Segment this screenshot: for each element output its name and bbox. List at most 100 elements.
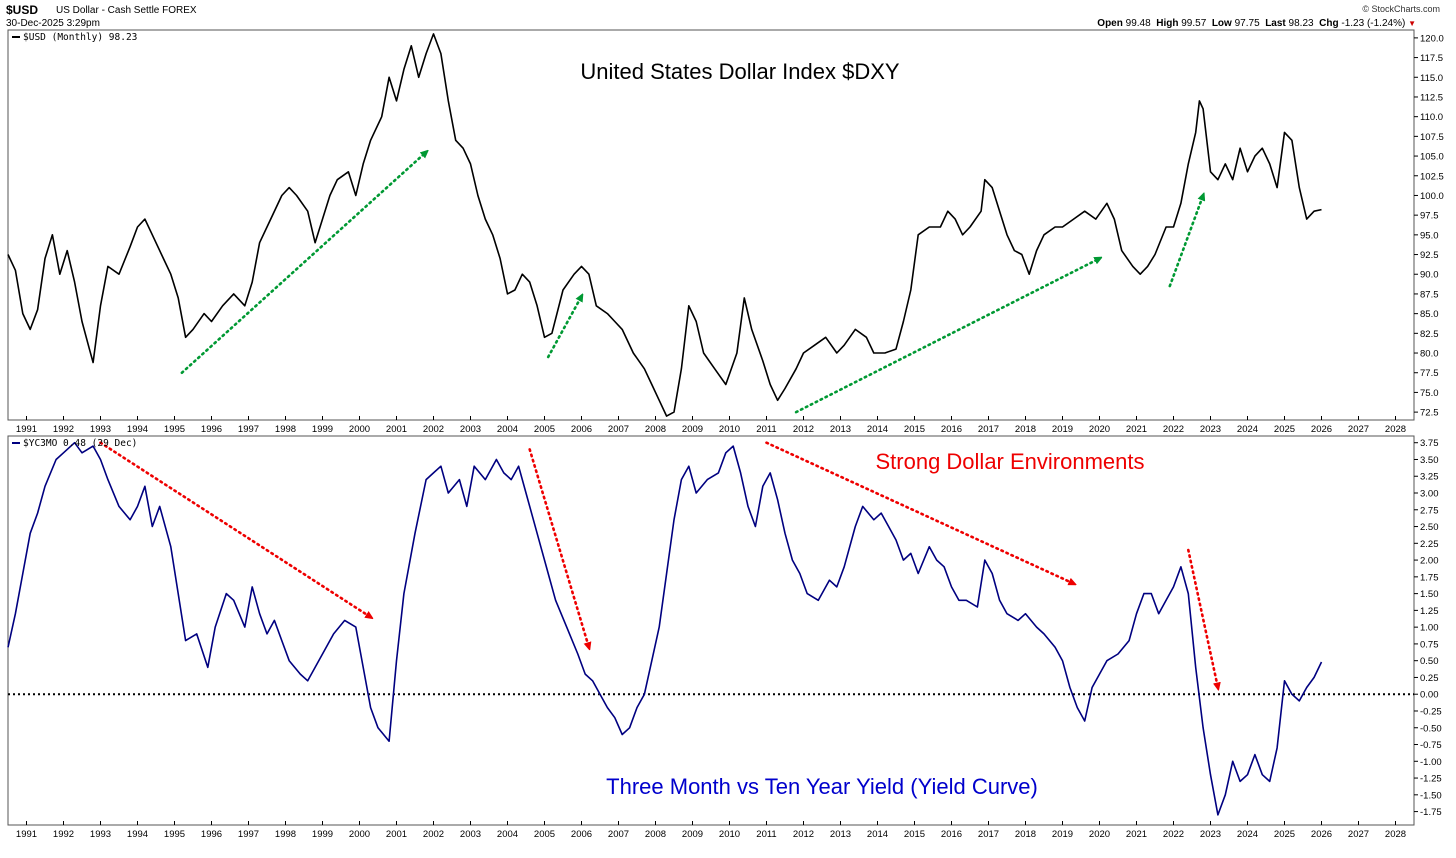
usd-trend-arrow (794, 258, 1099, 414)
usd-ytick-label: 115.0 (1420, 73, 1443, 84)
yc-xtick-label: 2020 (1089, 829, 1110, 840)
chart-date: 30-Dec-2025 3:29pm (6, 18, 100, 29)
yc-ytick-label: 1.75 (1420, 572, 1439, 583)
yc-ytick-label: 3.75 (1420, 438, 1439, 449)
yc-ytick-label: 2.75 (1420, 505, 1439, 516)
usd-xtick-label: 1991 (16, 424, 37, 435)
usd-ytick-label: 82.5 (1420, 329, 1439, 340)
yc-xtick-label: 2026 (1311, 829, 1332, 840)
usd-ytick-label: 80.0 (1420, 349, 1439, 360)
yc-xtick-label: 1995 (164, 829, 185, 840)
usd-ytick-label: 75.0 (1420, 388, 1439, 399)
yc-xtick-label: 2006 (571, 829, 592, 840)
yc-frame (7, 435, 1415, 826)
usd-ytick-label: 102.5 (1420, 171, 1444, 182)
yc-ytick-label: 3.00 (1420, 489, 1439, 500)
yc-xtick-label: 2021 (1126, 829, 1147, 840)
yc-xtick-label: 2004 (497, 829, 518, 840)
yc-xtick-label: 2015 (904, 829, 925, 840)
yc-ytick-label: -1.50 (1420, 790, 1442, 801)
usd-xtick-label: 2001 (386, 424, 407, 435)
yc-ytick-label: -0.75 (1420, 740, 1442, 751)
yc-xtick-label: 2014 (867, 829, 888, 840)
usd-xtick-label: 2021 (1126, 424, 1147, 435)
yc-xtick-label: 2011 (756, 829, 776, 840)
usd-ytick-label: 72.5 (1420, 408, 1439, 419)
yc-ytick-label: 0.25 (1420, 673, 1439, 684)
yc-xtick-label: 2010 (719, 829, 740, 840)
yield-curve-panel: -1.75 -1.50 -1.25 -1.00 -0.75 -0.50 -0.25 0.00 0… (7, 435, 1442, 840)
usd-xtick-label: 2000 (349, 424, 370, 435)
usd-xtick-label: 1996 (201, 424, 222, 435)
yc-ytick-label: -0.25 (1420, 706, 1442, 717)
usd-xtick-label: 2012 (793, 424, 814, 435)
usd-xtick-label: 2011 (756, 424, 776, 435)
yc-trend-arrow (765, 441, 1074, 584)
yc-ytick-label: 0.50 (1420, 656, 1439, 667)
low-value: 97.75 (1234, 18, 1260, 29)
usd-xtick-label: 2022 (1163, 424, 1184, 435)
yc-ytick-label: 2.00 (1420, 556, 1439, 567)
usd-ytick-label: 105.0 (1420, 152, 1444, 163)
usd-xtick-label: 2023 (1200, 424, 1221, 435)
usd-ytick-label: 110.0 (1420, 112, 1443, 123)
down-triangle-icon: ▼ (1408, 19, 1416, 28)
usd-title-annotation: United States Dollar Index $DXY (580, 59, 899, 84)
low-label: Low (1211, 18, 1232, 29)
symbol-name: US Dollar - Cash Settle FOREX (56, 5, 197, 16)
strong-dollar-annotation: Strong Dollar Environments (875, 449, 1144, 474)
open-value: 99.48 (1125, 18, 1151, 29)
usd-series-line (7, 33, 1322, 417)
usd-legend-text: $USD (Monthly) 98.23 (23, 32, 137, 43)
yc-xtick-label: 2001 (386, 829, 407, 840)
yc-ytick-label: 2.25 (1420, 539, 1439, 550)
usd-xtick-label: 1999 (312, 424, 333, 435)
yc-ytick-label: 3.50 (1420, 455, 1439, 466)
yc-xtick-label: 1998 (275, 829, 296, 840)
yc-xtick-label: 2009 (682, 829, 703, 840)
usd-xtick-label: 2025 (1274, 424, 1295, 435)
usd-ytick-label: 100.0 (1420, 191, 1444, 202)
yc-ytick-label: 0.75 (1420, 639, 1439, 650)
usd-frame (7, 29, 1415, 421)
chg-label: Chg (1319, 18, 1339, 29)
yc-xtick-label: 1999 (312, 829, 333, 840)
usd-ytick-label: 77.5 (1420, 368, 1439, 379)
yield-curve-annotation: Three Month vs Ten Year Yield (Yield Cur… (606, 774, 1038, 799)
yc-xtick-label: 1991 (16, 829, 37, 840)
usd-xtick-label: 1995 (164, 424, 185, 435)
yc-xtick-label: 2003 (460, 829, 481, 840)
usd-ytick-label: 85.0 (1420, 309, 1439, 320)
usd-xtick-label: 2019 (1052, 424, 1073, 435)
open-label: Open (1097, 18, 1123, 29)
yc-ytick-label: 1.00 (1420, 623, 1439, 634)
quote-strip: Open 99.48 High 99.57 Low 97.75 Last 98.… (1097, 18, 1416, 29)
usd-xtick-label: 2018 (1015, 424, 1036, 435)
last-value: 98.23 (1288, 18, 1314, 29)
usd-ytick-label: 107.5 (1420, 132, 1444, 143)
high-label: High (1156, 18, 1179, 29)
usd-xtick-label: 2007 (608, 424, 629, 435)
yc-ytick-label: 1.50 (1420, 589, 1439, 600)
usd-xtick-label: 1993 (90, 424, 111, 435)
usd-xtick-label: 2013 (830, 424, 851, 435)
yc-xtick-label: 2013 (830, 829, 851, 840)
usd-trend-arrow (180, 152, 426, 375)
usd-xtick-label: 2020 (1089, 424, 1110, 435)
yc-xtick-label: 2007 (608, 829, 629, 840)
usd-xtick-label: 2003 (460, 424, 481, 435)
usd-xtick-label: 2002 (423, 424, 444, 435)
yc-legend-text: $YC3MO 0.48 (29 Dec) (23, 438, 137, 449)
yc-ytick-label: 1.25 (1420, 606, 1439, 617)
usd-xtick-label: 2024 (1237, 424, 1258, 435)
yc-xtick-label: 2002 (423, 829, 444, 840)
yc-ytick-label: 2.50 (1420, 522, 1439, 533)
usd-ytick-label: 95.0 (1420, 230, 1439, 241)
yc-xtick-label: 1994 (127, 829, 148, 840)
usd-xtick-label: 2008 (645, 424, 666, 435)
yc-ytick-label: 3.25 (1420, 472, 1439, 483)
yc-xtick-label: 1992 (53, 829, 74, 840)
yc-xtick-label: 2023 (1200, 829, 1221, 840)
